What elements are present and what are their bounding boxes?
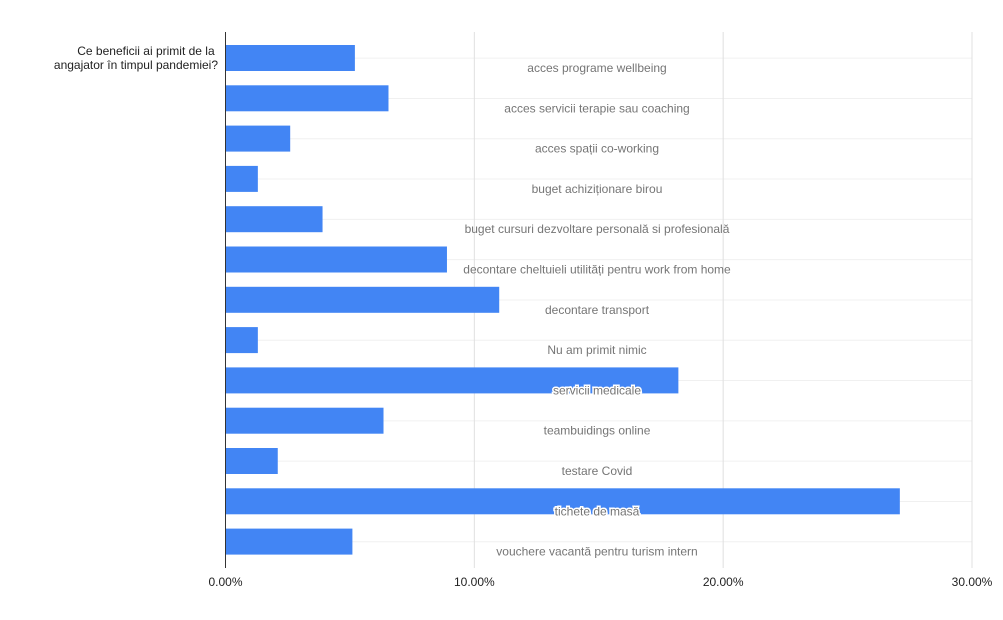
category-label: testare Covid xyxy=(562,464,633,478)
bar xyxy=(225,407,384,434)
bar xyxy=(225,85,389,112)
category-label: decontare cheltuieli utilități pentru wo… xyxy=(463,263,731,277)
bar xyxy=(225,367,679,394)
category-label: teambuidings online xyxy=(544,424,651,438)
bar xyxy=(225,528,353,555)
category-label: tichete de masă xyxy=(555,504,640,518)
category-label: buget cursuri dezvoltare personală si pr… xyxy=(465,222,730,236)
bar xyxy=(225,327,258,354)
category-label: servicii medicale xyxy=(553,383,641,397)
bar xyxy=(225,165,258,192)
y-axis-title-line-2: angajator în timpul pandemiei? xyxy=(54,58,218,72)
category-label: Nu am primit nimic xyxy=(547,343,646,357)
category-label: buget achiziționare birou xyxy=(532,182,663,196)
bar xyxy=(225,45,355,71)
y-axis-title: Ce beneficii ai primit de la angajator î… xyxy=(54,44,218,72)
x-tick-labels: 0.00% 10.00% 20.00% 30.00% xyxy=(208,575,992,589)
x-tick-label: 10.00% xyxy=(454,575,495,589)
category-label: acces spații co-working xyxy=(535,142,659,156)
bar xyxy=(225,125,291,152)
category-label: acces servicii terapie sau coaching xyxy=(504,101,689,115)
x-tick-label: 20.00% xyxy=(703,575,744,589)
bars xyxy=(225,45,900,555)
category-label: vouchere vacantă pentru turism intern xyxy=(496,545,697,559)
bar xyxy=(225,488,900,515)
y-axis-title-line-1: Ce beneficii ai primit de la xyxy=(77,44,215,58)
category-label: acces programe wellbeing xyxy=(527,61,666,75)
bar xyxy=(225,286,500,313)
x-tick-label: 30.00% xyxy=(952,575,993,589)
bar xyxy=(225,448,278,474)
bar xyxy=(225,206,323,233)
bar xyxy=(225,246,447,273)
category-labels: acces programe wellbeing acces servicii t… xyxy=(463,61,731,559)
category-label: decontare transport xyxy=(545,303,650,317)
x-tick-label: 0.00% xyxy=(208,575,242,589)
